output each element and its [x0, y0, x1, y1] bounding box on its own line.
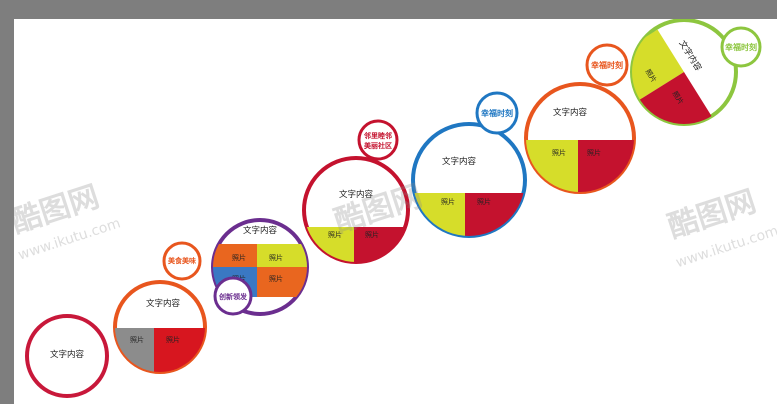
bubble-7-tag: 幸福时刻: [725, 42, 757, 52]
bubble-5-tag: 幸福时刻: [481, 108, 513, 118]
bubble-4-photo-label-2: 照片: [365, 230, 379, 239]
bubble-1-text: 文字内容: [50, 349, 85, 360]
bubble-5-photo-2: [465, 193, 525, 236]
bubble-4-photo-2: [354, 227, 408, 262]
bubble-7: 文字内容 照片 照片 幸福时刻: [630, 19, 762, 126]
bubble-5-text: 文字内容: [442, 156, 477, 167]
bubble-2: 文字内容 照片 照片 美食美味: [113, 241, 207, 374]
bubble-3-photo-label-4: 照片: [269, 274, 283, 283]
bubble-2-photo-2: [154, 328, 205, 372]
bubble-4-tag-line-1: 邻里睦邻: [363, 131, 392, 140]
watermark-left: 酷图网 www.ikutu.com: [14, 179, 123, 263]
bubble-5: 文字内容 照片 照片 幸福时刻: [411, 91, 527, 238]
bubble-6-text: 文字内容: [553, 107, 588, 118]
bubble-5-photo-label-1: 照片: [441, 197, 455, 206]
bubble-4-text: 文字内容: [339, 189, 374, 200]
bubble-2-photo-label-1: 照片: [130, 335, 144, 344]
bubble-6-tag: 幸福时刻: [591, 60, 623, 70]
bubble-6-photo-label-1: 照片: [552, 148, 566, 157]
bubble-3-photo-label-1: 照片: [232, 253, 246, 262]
bubble-6-photo-label-2: 照片: [587, 148, 601, 157]
bubble-3-text: 文字内容: [243, 225, 278, 236]
bubble-2-photo-label-2: 照片: [166, 335, 180, 344]
bubble-4-photo-label-1: 照片: [328, 230, 342, 239]
bubble-2-tag: 美食美味: [168, 256, 196, 265]
bubble-3-photo-1: [213, 244, 257, 267]
bubble-3-photo-label-2: 照片: [269, 253, 283, 262]
bubble-5-photo-label-2: 照片: [477, 197, 491, 206]
bubble-7-photo-2: [633, 72, 714, 124]
bubble-1: 文字内容: [25, 314, 109, 398]
bubble-3-tag: 创新领发: [218, 292, 248, 301]
bubble-timeline: 文字内容 文字内容 照片 照片 美食美味 文字内容 照片 照片 照片 照片 创新…: [14, 19, 777, 398]
design-canvas: 文字内容 文字内容 照片 照片 美食美味 文字内容 照片 照片 照片 照片 创新…: [14, 19, 777, 404]
bubble-2-text: 文字内容: [146, 298, 181, 309]
bubble-6: 文字内容 照片 照片 幸福时刻: [524, 43, 636, 194]
bubble-4: 文字内容 照片 照片 邻里睦邻 美丽社区: [302, 119, 410, 264]
bubble-3: 文字内容 照片 照片 照片 照片 创新领发: [211, 218, 309, 316]
bubble-4-tag-line-2: 美丽社区: [364, 141, 392, 150]
bubble-7-photo-1: [632, 29, 684, 104]
watermark-right: 酷图网 www.ikutu.com: [664, 184, 777, 271]
bubble-3-photo-4: [257, 267, 307, 297]
bubble-3-photo-2: [257, 244, 307, 267]
